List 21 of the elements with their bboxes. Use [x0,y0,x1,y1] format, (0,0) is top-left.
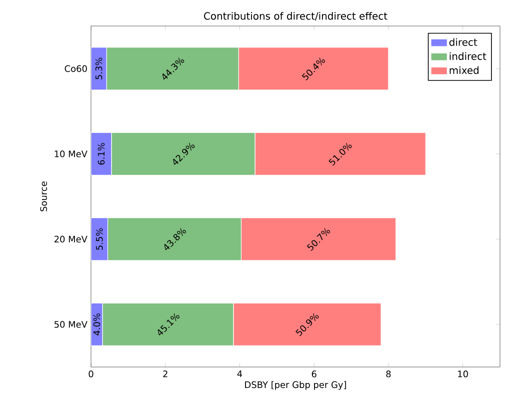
x-tick-label: 8 [386,370,391,378]
y-axis-title: Source [40,182,47,212]
y-tick-label: Co60 [64,65,87,72]
legend-label: indirect [450,52,486,60]
legend-label: direct [449,38,478,46]
chart-title: Contributions of direct/indirect effect [204,12,388,21]
bar [91,132,112,176]
annotation: 4.0% [93,313,100,336]
x-tick-label: 0 [88,370,94,378]
x-tick-label: 2 [163,370,168,378]
y-tick-label: 20 MeV [54,236,88,243]
x-axis-title: DSBY [per Gbp per Gy] [245,381,346,390]
annotation: 5.5% [96,228,103,250]
y-tick-label: 10 MeV [54,150,88,158]
x-tick-label: 4 [237,370,242,378]
y-tick-label: 50 MeV [54,320,88,328]
legend-label: mixed [450,66,478,74]
x-tick-label: 6 [312,370,316,378]
annotation: 6.1% [98,142,105,165]
annotation: 5.3% [95,58,102,80]
x-tick-label: 10 [458,370,468,378]
